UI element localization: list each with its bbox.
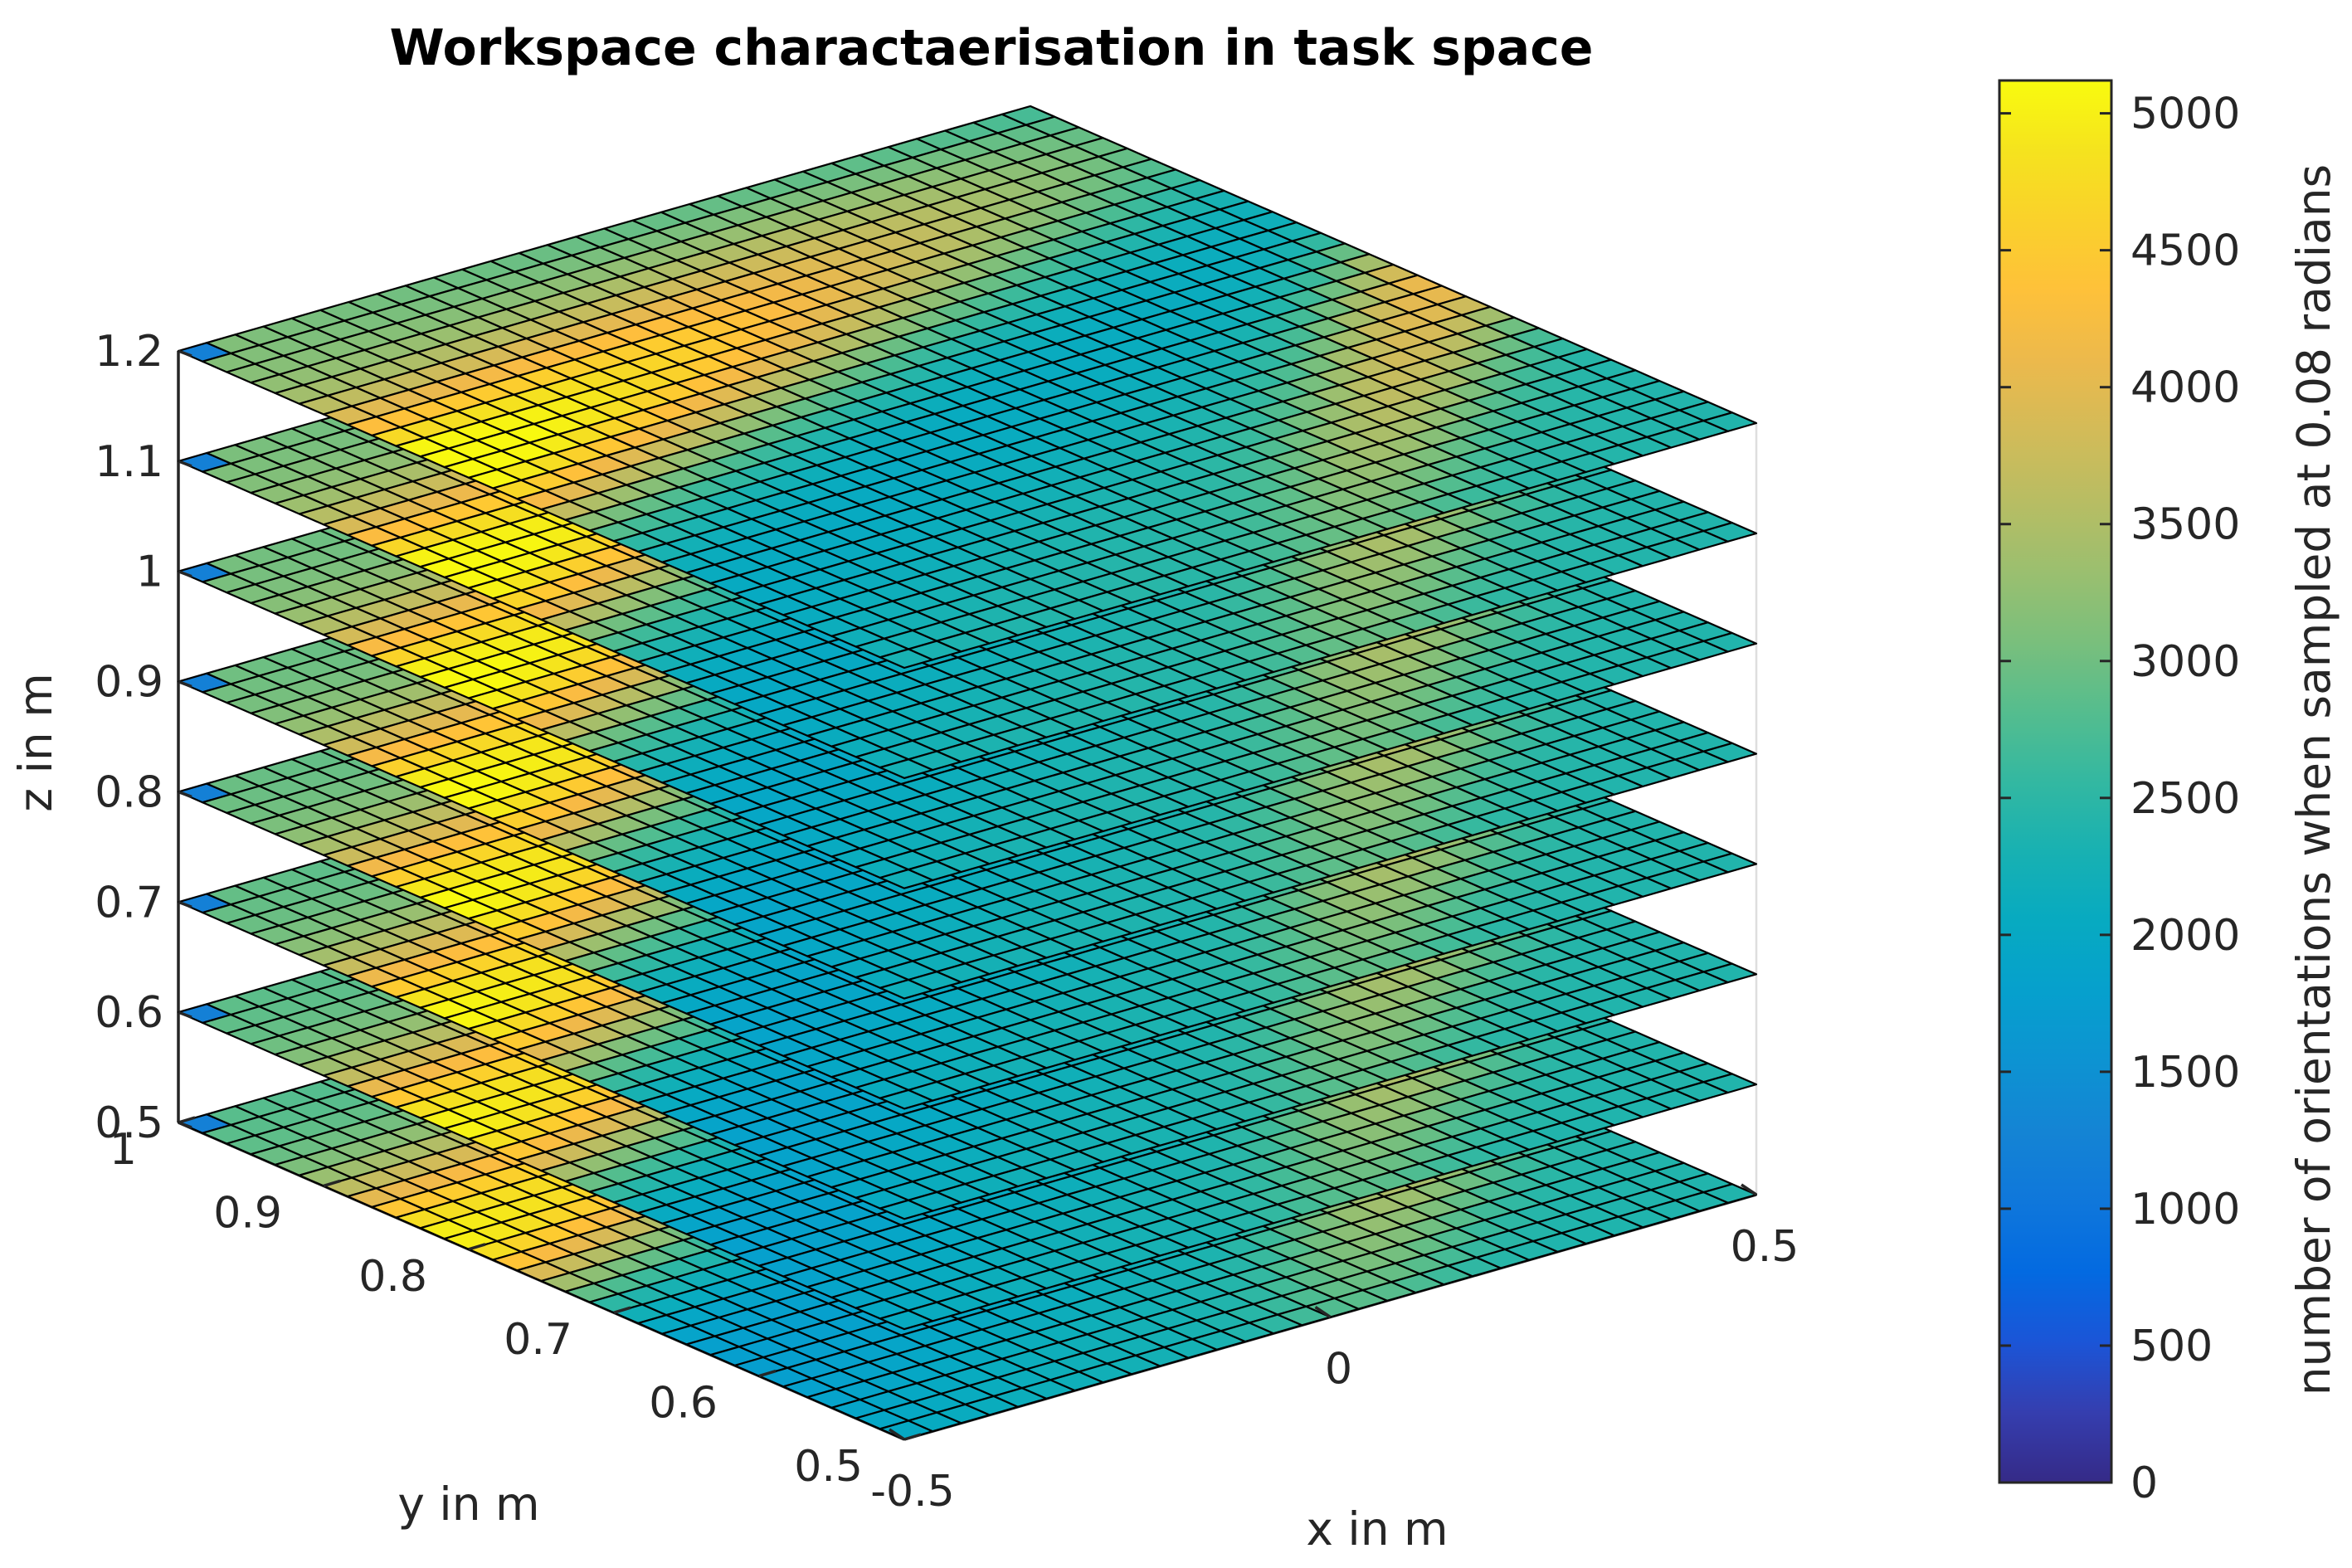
surface-cell [1702,1073,1758,1094]
surface-cell [1702,1183,1758,1204]
surface-layers [177,105,1758,1441]
surface-cell [1702,962,1758,984]
